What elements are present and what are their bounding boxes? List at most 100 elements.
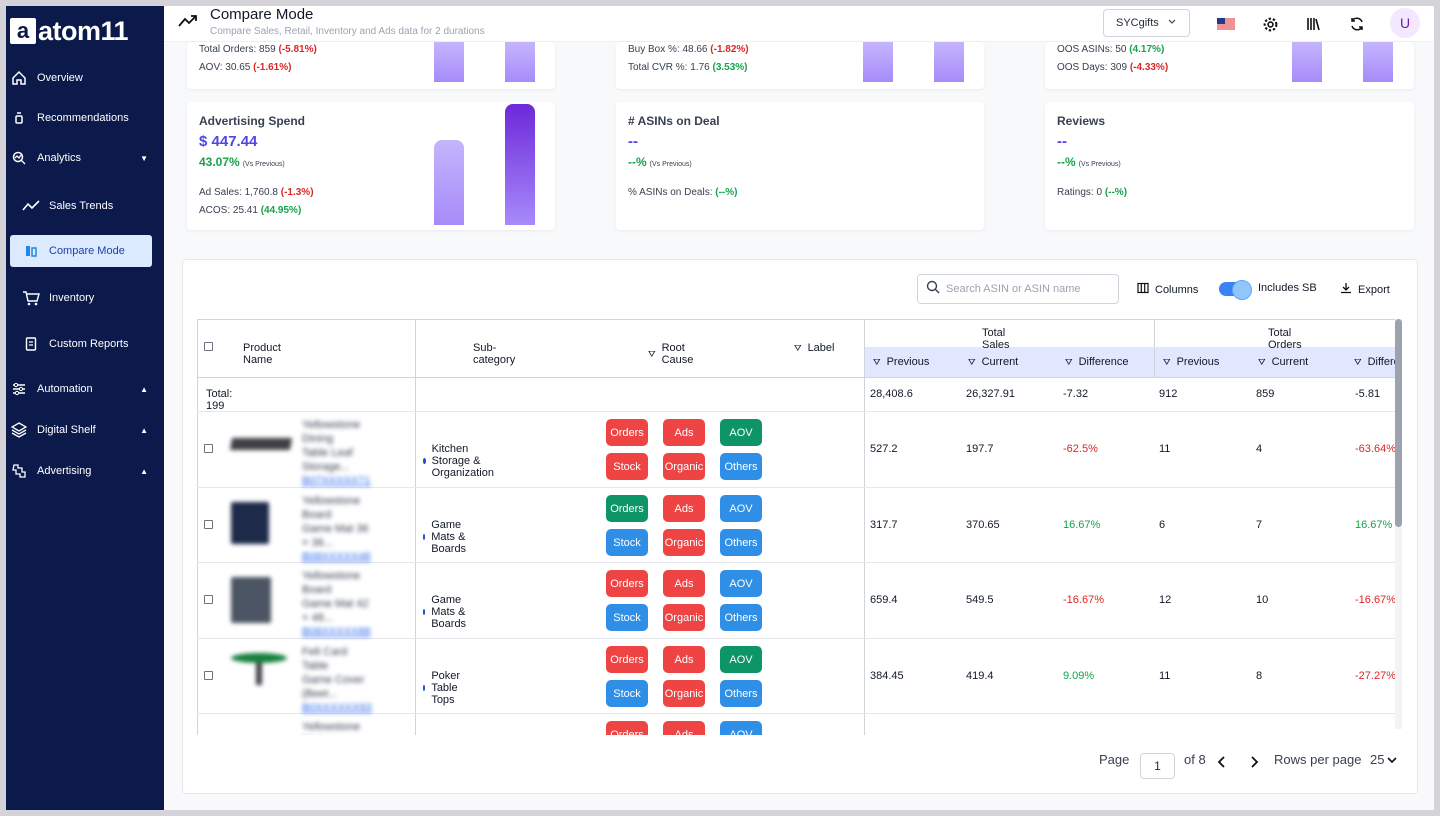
- root-cause-tag[interactable]: AOV: [720, 495, 762, 522]
- vertical-scrollbar[interactable]: [1395, 319, 1402, 729]
- checkbox[interactable]: [204, 671, 213, 680]
- avatar[interactable]: U: [1390, 8, 1420, 38]
- root-cause-tag[interactable]: AOV: [720, 646, 762, 673]
- product-name[interactable]: Felt Card Table Game Cover (Beet... B0XXXX…: [302, 646, 372, 714]
- root-cause-tag[interactable]: Ads: [663, 570, 705, 597]
- root-cause-tag[interactable]: Ads: [663, 646, 705, 673]
- row-checkbox[interactable]: [204, 671, 213, 680]
- root-cause-tag[interactable]: Others: [720, 529, 762, 556]
- checkbox[interactable]: [204, 595, 213, 604]
- product-name[interactable]: Yellowstone Dining Table Leaf Storage... B…: [302, 419, 371, 487]
- us-flag-icon[interactable]: [1216, 14, 1236, 34]
- checkbox[interactable]: [204, 342, 213, 351]
- subheader-orders-current[interactable]: ⛛ Current: [1258, 356, 1309, 368]
- trend-icon: [22, 197, 40, 215]
- gear-icon[interactable]: [1260, 14, 1280, 34]
- filter-icon[interactable]: ⛛: [873, 356, 881, 367]
- sidebar-item-custom-reports[interactable]: Custom Reports: [6, 328, 164, 360]
- product-thumbnail[interactable]: [231, 502, 269, 544]
- columns-button[interactable]: Columns: [1137, 282, 1198, 297]
- root-cause-tag[interactable]: Orders: [606, 721, 648, 735]
- root-cause-tag[interactable]: AOV: [720, 419, 762, 446]
- root-cause-tag[interactable]: Stock: [606, 529, 648, 556]
- refresh-icon[interactable]: [1347, 14, 1367, 34]
- sidebar-item-automation[interactable]: Automation ▲: [6, 373, 164, 405]
- root-cause-tag[interactable]: Organic: [663, 604, 705, 631]
- filter-icon[interactable]: ⛛: [968, 356, 976, 367]
- subheader-sales-current[interactable]: ⛛ Current: [968, 356, 1019, 368]
- checkbox[interactable]: [204, 444, 213, 453]
- prev-page-icon[interactable]: [1217, 756, 1227, 768]
- product-name[interactable]: Yellowstone Dining: [302, 721, 361, 733]
- metric-line: % ASINs on Deals: (--%): [628, 187, 738, 198]
- export-button[interactable]: Export: [1340, 282, 1390, 297]
- root-cause-tag[interactable]: Stock: [606, 680, 648, 707]
- root-cause-tag[interactable]: Others: [720, 680, 762, 707]
- filter-icon[interactable]: ⛛: [648, 348, 656, 359]
- root-cause-tag[interactable]: Organic: [663, 680, 705, 707]
- logo[interactable]: a atom11: [10, 14, 129, 48]
- product-thumbnail[interactable]: [231, 577, 271, 623]
- sidebar-item-compare-mode[interactable]: Compare Mode: [10, 235, 152, 267]
- header-root-cause[interactable]: ⛛ Root Cause: [648, 342, 694, 366]
- orders-current: 10: [1256, 594, 1269, 606]
- root-cause-tag[interactable]: Orders: [606, 419, 648, 446]
- filter-icon[interactable]: ⛛: [1258, 356, 1266, 367]
- sidebar-item-analytics[interactable]: Analytics ▼: [6, 142, 164, 174]
- root-cause-tag[interactable]: Others: [720, 604, 762, 631]
- checkbox[interactable]: [204, 520, 213, 529]
- card-value: --: [1057, 133, 1067, 150]
- header-sub-category[interactable]: Sub-category: [473, 342, 516, 366]
- root-cause-tag[interactable]: AOV: [720, 570, 762, 597]
- root-cause-tag[interactable]: AOV: [720, 721, 762, 735]
- root-cause-tag[interactable]: Stock: [606, 453, 648, 480]
- root-cause-tag[interactable]: Others: [720, 453, 762, 480]
- sidebar-item-inventory[interactable]: Inventory: [6, 282, 164, 314]
- store-selector[interactable]: SYCgifts: [1103, 9, 1190, 37]
- search-input[interactable]: [946, 283, 1106, 295]
- row-checkbox[interactable]: [204, 520, 213, 529]
- product-name[interactable]: Yellowstone Board Game Mat 36 × 36... B08X…: [302, 495, 371, 563]
- subheader-sales-previous[interactable]: ⛛ Previous: [873, 356, 930, 368]
- select-all-checkbox[interactable]: [204, 342, 213, 351]
- root-cause-tag[interactable]: Organic: [663, 453, 705, 480]
- root-cause-tag[interactable]: Stock: [606, 604, 648, 631]
- row-checkbox[interactable]: [204, 595, 213, 604]
- sidebar-item-overview[interactable]: Overview: [6, 62, 164, 94]
- sidebar-item-advertising[interactable]: Advertising ▲: [6, 455, 164, 487]
- library-icon[interactable]: [1304, 14, 1324, 34]
- row-checkbox[interactable]: [204, 444, 213, 453]
- header-product-name[interactable]: Product Name: [243, 342, 281, 366]
- root-cause-tag[interactable]: Ads: [663, 495, 705, 522]
- product-name[interactable]: Yellowstone Board Game Mat 42 × 48... B08X…: [302, 570, 371, 638]
- scrollbar-thumb[interactable]: [1395, 319, 1402, 527]
- subheader-orders-difference[interactable]: ⛛Difference: [1354, 356, 1395, 368]
- header-label[interactable]: ⛛ Label: [794, 342, 835, 354]
- root-cause-tag[interactable]: Organic: [663, 529, 705, 556]
- includes-sb-toggle[interactable]: [1219, 280, 1252, 300]
- rows-per-page-select[interactable]: 25: [1370, 752, 1398, 767]
- root-cause-tag[interactable]: Ads: [663, 721, 705, 735]
- sidebar-item-digital-shelf[interactable]: Digital Shelf ▲: [6, 414, 164, 446]
- root-cause-tag[interactable]: Ads: [663, 419, 705, 446]
- subheader-sales-difference[interactable]: ⛛ Difference: [1065, 356, 1129, 368]
- root-cause-tag[interactable]: Orders: [606, 646, 648, 673]
- sidebar-item-sales-trends[interactable]: Sales Trends: [6, 190, 164, 222]
- filter-icon[interactable]: ⛛: [1354, 356, 1362, 367]
- root-cause-tag[interactable]: Orders: [606, 570, 648, 597]
- page-input[interactable]: 1: [1140, 753, 1175, 779]
- filter-icon[interactable]: ⛛: [794, 342, 802, 353]
- search-box[interactable]: [917, 274, 1119, 304]
- sales-previous: 659.4: [870, 594, 898, 606]
- metric-line: ACOS: 25.41 (44.95%): [199, 205, 302, 216]
- subheader-orders-previous[interactable]: ⛛ Previous: [1163, 356, 1220, 368]
- root-cause-tag[interactable]: Orders: [606, 495, 648, 522]
- chevron-down-icon: [1387, 756, 1398, 763]
- product-thumbnail[interactable]: [229, 426, 293, 450]
- filter-icon[interactable]: ⛛: [1065, 356, 1073, 367]
- sidebar-item-recommendations[interactable]: Recommendations: [6, 102, 164, 134]
- filter-icon[interactable]: ⛛: [1163, 356, 1171, 367]
- product-thumbnail[interactable]: [231, 653, 287, 693]
- next-page-icon[interactable]: [1249, 756, 1259, 768]
- orders-previous: 11: [1159, 670, 1171, 682]
